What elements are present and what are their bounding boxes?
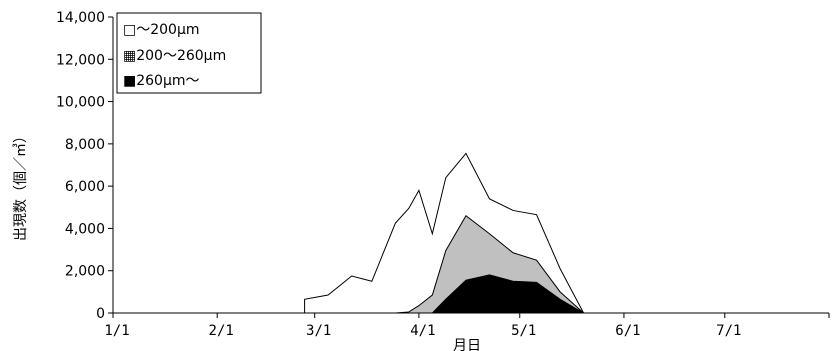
legend-entry-3: ■260μm～ [123,73,200,89]
y-tick-label: 0 [96,306,105,322]
legend: □～200μm ▦200～260μm ■260μm～ [116,12,262,94]
y-tick-label: 6,000 [65,179,105,195]
x-tick-label: 4/1 [410,323,435,339]
series-layer [304,152,586,314]
y-tick-label: 2,000 [65,264,105,280]
x-tick-label: 6/1 [615,323,640,339]
y-axis-title: 出現数（個／㎥） [13,129,29,241]
y-tick-label: 14,000 [56,10,105,26]
axes-layer: 0 2,000 4,000 6,000 8,000 10,000 12,000 14,000 1… [56,10,830,339]
legend-entry-1: □～200μm [123,22,200,38]
x-tick-label: 2/1 [209,323,234,339]
x-tick-label: 7/1 [716,323,741,339]
y-tick-label: 10,000 [56,95,105,111]
y-tick-label: 8,000 [65,137,105,153]
y-tick-label: 12,000 [56,52,105,68]
legend-box [116,12,262,94]
x-tick-label: 1/1 [104,323,129,339]
x-axis-title: 月日 [453,338,481,351]
legend-entry-2: ▦200～260μm [123,48,226,64]
x-tick-label: 5/1 [511,323,536,339]
y-tick-label: 4,000 [65,221,105,237]
x-tick-label: 3/1 [306,323,331,339]
